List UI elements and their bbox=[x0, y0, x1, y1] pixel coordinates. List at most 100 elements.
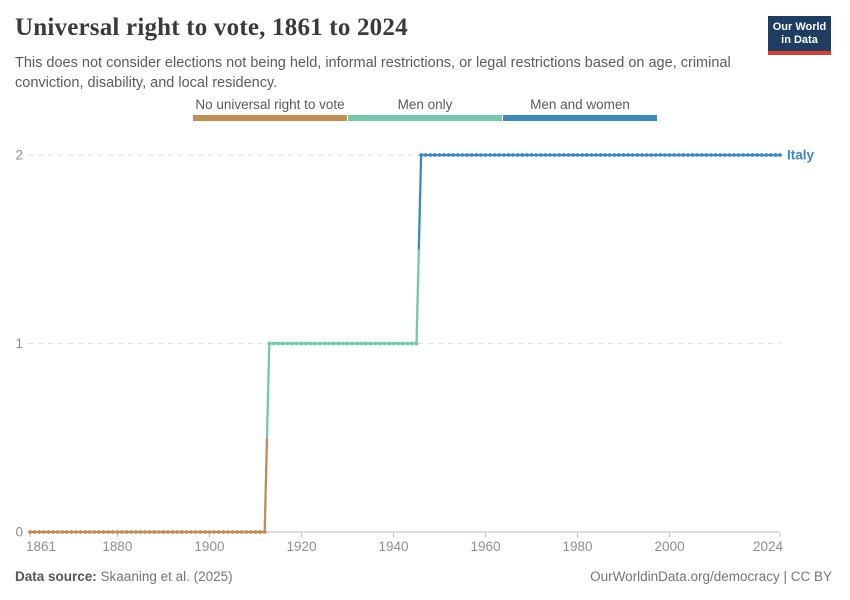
legend-color-bar bbox=[193, 115, 347, 121]
data-point bbox=[78, 530, 83, 534]
x-tick-label: 1980 bbox=[563, 539, 593, 554]
data-point bbox=[534, 153, 539, 157]
data-point bbox=[294, 341, 299, 346]
data-point bbox=[630, 153, 635, 157]
data-point bbox=[359, 341, 364, 346]
series-line-segment bbox=[30, 437, 269, 534]
data-point bbox=[37, 530, 42, 534]
data-point bbox=[584, 153, 589, 157]
data-point bbox=[580, 153, 585, 157]
data-point bbox=[773, 153, 778, 157]
data-point bbox=[202, 530, 207, 534]
data-point bbox=[437, 153, 442, 157]
y-tick-label: 1 bbox=[15, 336, 23, 351]
data-point bbox=[548, 153, 552, 157]
data-point bbox=[143, 530, 147, 534]
x-tick-label: 1920 bbox=[286, 539, 316, 554]
data-point bbox=[428, 153, 433, 157]
data-point bbox=[368, 341, 373, 346]
data-source-value: Skaaning et al. (2025) bbox=[100, 569, 233, 584]
data-point bbox=[69, 530, 74, 534]
data-point bbox=[179, 530, 184, 534]
data-point bbox=[230, 530, 235, 534]
data-point bbox=[727, 153, 732, 157]
x-tick-label: 1900 bbox=[194, 539, 224, 554]
legend-item-men-only: Men only bbox=[348, 97, 502, 121]
data-point bbox=[391, 341, 396, 346]
data-point bbox=[281, 341, 285, 346]
data-point bbox=[239, 530, 244, 534]
chart-subtitle: This does not consider elections not bei… bbox=[15, 55, 731, 91]
x-tick-label: 1861 bbox=[26, 539, 56, 554]
data-point bbox=[340, 341, 345, 346]
data-point bbox=[198, 530, 203, 534]
x-tick-label: 2024 bbox=[753, 539, 784, 554]
y-tick-label: 0 bbox=[15, 525, 23, 540]
data-point bbox=[433, 153, 437, 157]
owid-logo-box: Our World in Data bbox=[768, 16, 831, 51]
data-point bbox=[736, 153, 741, 157]
data-point bbox=[290, 341, 295, 346]
data-point bbox=[456, 153, 460, 157]
data-point bbox=[566, 153, 571, 157]
data-point bbox=[621, 153, 626, 157]
data-point bbox=[676, 153, 681, 157]
data-point bbox=[451, 153, 456, 157]
data-point bbox=[658, 153, 663, 157]
data-point bbox=[193, 530, 198, 534]
data-point bbox=[672, 153, 677, 157]
credit-line[interactable]: OurWorldinData.org/democracy | CC BY bbox=[590, 569, 832, 584]
data-point bbox=[492, 153, 497, 157]
data-source-label: Data source: bbox=[15, 569, 97, 584]
data-point bbox=[161, 530, 166, 534]
data-point bbox=[612, 153, 617, 157]
data-point bbox=[170, 530, 175, 534]
data-point bbox=[446, 153, 451, 157]
data-point bbox=[575, 153, 580, 157]
data-point bbox=[626, 153, 631, 157]
data-point bbox=[64, 530, 69, 534]
data-point bbox=[745, 153, 750, 157]
data-point bbox=[419, 153, 424, 157]
data-point bbox=[511, 153, 516, 157]
data-point bbox=[502, 153, 506, 157]
data-point bbox=[106, 530, 111, 534]
x-tick-label: 1880 bbox=[102, 539, 132, 554]
data-point bbox=[778, 153, 782, 157]
data-point bbox=[156, 530, 161, 534]
data-point bbox=[129, 530, 134, 534]
data-point bbox=[147, 530, 152, 534]
data-point bbox=[235, 530, 239, 534]
data-point bbox=[442, 153, 447, 157]
data-point bbox=[382, 341, 387, 346]
data-point bbox=[589, 153, 594, 157]
data-point bbox=[87, 530, 92, 534]
legend-label: Men only bbox=[397, 97, 453, 112]
data-point bbox=[469, 153, 474, 157]
data-point bbox=[557, 153, 562, 157]
data-point bbox=[704, 153, 709, 157]
x-tick-label: 1940 bbox=[378, 539, 408, 554]
data-point bbox=[483, 153, 488, 157]
data-point bbox=[460, 153, 465, 157]
owid-logo[interactable]: Our World in Data bbox=[768, 16, 831, 55]
data-point bbox=[732, 153, 736, 157]
data-point bbox=[571, 153, 575, 157]
data-point bbox=[184, 530, 189, 534]
owid-logo-underline bbox=[768, 51, 831, 55]
data-point bbox=[285, 341, 290, 346]
data-point bbox=[244, 530, 249, 534]
data-point bbox=[207, 530, 212, 534]
data-point bbox=[529, 153, 534, 157]
data-point bbox=[699, 153, 704, 157]
x-tick-label: 1960 bbox=[470, 539, 500, 554]
data-point bbox=[46, 530, 51, 534]
data-point bbox=[212, 530, 216, 534]
data-point bbox=[60, 530, 65, 534]
data-point bbox=[248, 530, 253, 534]
data-point bbox=[262, 530, 267, 534]
data-point bbox=[166, 530, 170, 534]
data-point bbox=[617, 153, 621, 157]
data-point bbox=[304, 341, 308, 346]
